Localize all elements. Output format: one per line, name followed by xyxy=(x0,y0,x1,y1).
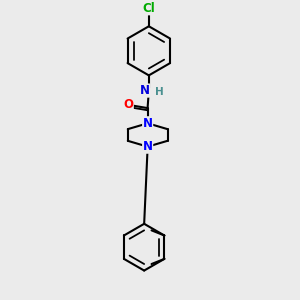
Text: N: N xyxy=(143,117,153,130)
Text: O: O xyxy=(123,98,133,111)
Text: H: H xyxy=(155,87,164,98)
Text: Cl: Cl xyxy=(142,2,155,15)
Text: N: N xyxy=(140,84,150,97)
Text: N: N xyxy=(143,140,153,153)
